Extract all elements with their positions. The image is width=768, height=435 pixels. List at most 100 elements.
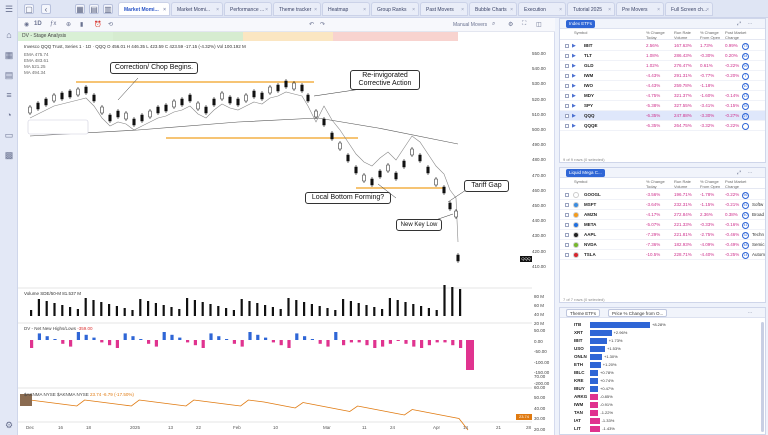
theme-symbol[interactable]: IAT [574,418,581,423]
camera-icon[interactable]: ◫ [536,22,542,28]
row-checkbox[interactable] [565,74,569,78]
theme-symbol[interactable]: TAN [574,410,583,415]
row-symbol[interactable]: TLT [584,53,592,58]
compare-icon[interactable]: ⊕ [66,22,72,28]
list-toggle-icon[interactable]: ▤ [89,4,99,14]
table-row[interactable]: ▶ IWO -4.43% 259.78% -1.18% 10 [560,81,765,91]
col-change-open-2[interactable]: % Change From Open [700,179,721,189]
col-symbol-2[interactable]: Symbol [574,179,588,184]
row-symbol[interactable]: NVDA [584,242,597,247]
redo-icon[interactable]: ↷ [320,22,326,28]
theme-symbol[interactable]: ITB [574,322,582,327]
bell-icon[interactable]: ◔ [6,110,12,120]
table-row[interactable]: ▶ IWM -4.43% 291.31% -0.77% -0.20% 7 [560,71,765,81]
list-icon[interactable]: ≡ [6,90,12,100]
play-icon[interactable]: ▶ [572,63,576,69]
row-checkbox[interactable] [565,193,569,197]
tab-9[interactable]: Tutorial 2025 × [567,2,615,16]
settings-icon-chart[interactable]: ⚙ [508,22,514,28]
row-checkbox[interactable] [565,54,569,58]
theme-bar-row[interactable]: IBIT +1.73% [560,337,765,345]
replay-icon[interactable]: ⟲ [108,22,114,28]
col-run-rate[interactable]: Run Rate Volume [674,30,691,40]
theme-bar-row[interactable]: IAT -1.33% [560,417,765,425]
theme-symbol[interactable]: IWM [574,402,584,407]
table-row[interactable]: AAPL -7.29% 221.81% -2.75% -0.46% 32 Techn [560,230,765,240]
table-row[interactable]: ▶ IBIT 2.56% 167.63% 1.73% 0.99% 73 [560,41,765,51]
home-icon[interactable]: ⌂ [6,30,12,40]
row-checkbox[interactable] [565,84,569,88]
undo-icon[interactable]: ↶ [309,22,315,28]
row-checkbox[interactable] [565,94,569,98]
table-row[interactable]: ▶ QQQE -6.35% 264.75% -3.32% -0.22% [560,121,765,131]
close-tab-icon[interactable]: × [461,7,464,13]
grid-icon[interactable]: ▩ [4,150,14,160]
col-change-open[interactable]: % Change From Open [700,30,721,40]
close-tab-icon[interactable]: × [163,7,166,13]
price-chart-canvas[interactable] [18,18,555,435]
close-tab-icon[interactable]: × [412,7,415,13]
row-checkbox[interactable] [565,233,569,237]
table-row[interactable]: MSFT -3.64% 232.31% -1.15% -0.21% 51 Softw [560,200,765,210]
theme-bar-row[interactable]: ETH +1.20% [560,361,765,369]
table-row[interactable]: ▶ MDY -4.75% 321.37% -1.60% -0.14% 13 [560,91,765,101]
more-icon-2[interactable]: ⋯ [747,170,753,176]
play-icon[interactable]: ▶ [572,113,576,119]
tab-1[interactable]: Market Momi... × [171,2,223,16]
play-icon[interactable]: ▶ [572,53,576,59]
row-symbol[interactable]: META [584,222,597,227]
settings-icon[interactable]: ⚙ [4,420,14,430]
theme-scrollbar[interactable] [761,322,764,432]
theme-bar-row[interactable]: IWM -0.91% [560,401,765,409]
index-panel-title[interactable]: Index ETFs [566,20,596,28]
row-checkbox[interactable] [565,223,569,227]
chart-symbol-icon[interactable]: ◉ [24,22,30,28]
theme-bar-row[interactable]: ARKG -0.85% [560,393,765,401]
row-symbol[interactable]: AAPL [584,232,597,237]
theme-panel-title[interactable]: Theme ETFs [566,309,601,317]
theme-symbol[interactable]: USO [574,346,584,351]
row-symbol[interactable]: AMZN [584,212,597,217]
play-icon[interactable]: ▶ [572,83,576,89]
row-symbol[interactable]: QQQE [584,123,598,128]
play-icon[interactable]: ▶ [572,123,576,129]
bar-style-icon[interactable]: ▮ [80,22,84,28]
theme-bar-row[interactable]: TAN -1.22% [560,409,765,417]
table-row[interactable]: TSLA -10.5% 228.71% -4.40% -0.25% 14 Autom [560,250,765,260]
close-tab-icon[interactable]: × [706,7,709,13]
play-icon[interactable]: ▶ [572,73,576,79]
theme-symbol[interactable]: XRT [574,330,583,335]
row-symbol[interactable]: GLD [584,63,594,68]
chart-icon[interactable]: ▤ [4,70,14,80]
indicators-icon[interactable]: ƒx [50,21,57,27]
close-tab-icon[interactable]: × [510,7,513,13]
theme-bar-row[interactable]: ONLN +1.30% [560,353,765,361]
window-icon[interactable]: ▢ [24,4,34,14]
back-icon[interactable]: ‹ [41,4,51,14]
row-checkbox[interactable] [565,44,569,48]
manual-movers-select[interactable]: Manual Movers [453,22,488,28]
theme-bar-row[interactable]: KRE +0.74% [560,377,765,385]
theme-symbol[interactable]: IBLC [574,370,585,375]
col-post-market-2[interactable]: Post Market Change [725,179,747,189]
play-icon[interactable]: ▶ [572,93,576,99]
more-icon[interactable]: ⋯ [747,21,753,27]
row-symbol[interactable]: SPY [584,103,594,108]
close-tab-icon[interactable]: × [265,7,268,13]
row-symbol[interactable]: MSFT [584,202,597,207]
row-symbol[interactable]: QQQ [584,113,595,118]
row-symbol[interactable]: IWO [584,83,593,88]
row-checkbox[interactable] [565,114,569,118]
row-checkbox[interactable] [565,104,569,108]
theme-bar-row[interactable]: USO +1.53% [560,345,765,353]
col-change-today-2[interactable]: % Change Today [646,179,665,189]
tab-7[interactable]: Bubble Charts × [469,2,517,16]
close-tab-icon[interactable]: × [657,7,660,13]
row-symbol[interactable]: IWM [584,73,594,78]
theme-bar-row[interactable]: LIT -1.43% [560,425,765,433]
chart-panel[interactable]: ◉ 1D ƒx ⊕ ▮ ⏰ ⟲ ↶ ↷ Manual Movers ⌕ ⚙ ⛶ … [18,18,555,435]
theme-sort-select[interactable]: Price % Change from O... [608,309,668,317]
theme-symbol[interactable]: ETH [574,362,583,367]
theme-symbol[interactable]: IBIT [574,338,583,343]
row-symbol[interactable]: MDY [584,93,594,98]
